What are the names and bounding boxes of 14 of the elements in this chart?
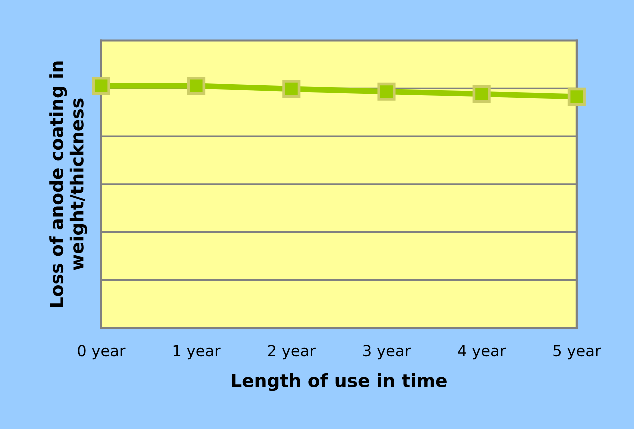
point (282, 80, 301, 98)
x-tick-label: 0 year (78, 345, 126, 360)
x-tick-label: 2 year (268, 345, 316, 360)
point (188, 77, 206, 96)
y-axis-title: Loss of anode coating in weight/thickness (50, 62, 88, 307)
point (378, 82, 396, 101)
point (568, 88, 586, 106)
point (92, 77, 110, 96)
x-tick-label: 3 year (364, 345, 412, 360)
x-axis-title: Length of use in time (232, 374, 447, 392)
x-tick-label: 1 year (174, 345, 221, 360)
point (472, 85, 491, 104)
x-tick-label: 5 year (554, 345, 602, 360)
x-tick-label: 4 year (458, 345, 506, 360)
